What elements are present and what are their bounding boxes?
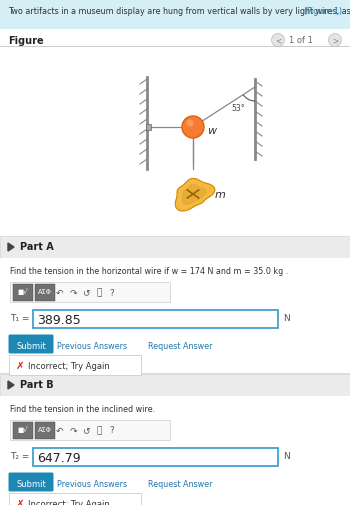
Text: Request Answer: Request Answer xyxy=(148,479,212,488)
Text: T₁ =: T₁ = xyxy=(10,314,29,322)
Text: 1 of 1: 1 of 1 xyxy=(289,36,313,45)
Text: ?: ? xyxy=(110,426,114,435)
Text: w: w xyxy=(207,126,216,136)
Text: Part A: Part A xyxy=(20,241,54,251)
Text: Incorrect; Try Again: Incorrect; Try Again xyxy=(28,361,110,370)
Text: AΣΦ: AΣΦ xyxy=(37,288,51,294)
Circle shape xyxy=(329,34,342,47)
Text: N: N xyxy=(283,451,290,460)
Text: Two artifacts in a museum display are hung from vertical walls by very light wir: Two artifacts in a museum display are hu… xyxy=(8,7,350,16)
Text: m: m xyxy=(215,189,226,199)
Polygon shape xyxy=(8,243,14,251)
Text: ✗: ✗ xyxy=(16,360,25,370)
FancyBboxPatch shape xyxy=(35,422,55,439)
FancyBboxPatch shape xyxy=(146,125,151,131)
Text: Find the tension in the inclined wire.: Find the tension in the inclined wire. xyxy=(10,404,155,413)
Text: ↶: ↶ xyxy=(56,288,64,297)
FancyBboxPatch shape xyxy=(33,448,278,466)
Text: ↷: ↷ xyxy=(69,426,77,435)
FancyBboxPatch shape xyxy=(10,282,170,302)
Text: Request Answer: Request Answer xyxy=(148,341,212,350)
Text: ?: ? xyxy=(110,288,114,297)
Text: AΣΦ: AΣΦ xyxy=(37,426,51,432)
FancyBboxPatch shape xyxy=(13,284,33,301)
FancyBboxPatch shape xyxy=(33,311,278,328)
Text: T₂ =: T₂ = xyxy=(10,451,29,460)
FancyBboxPatch shape xyxy=(0,0,350,30)
Text: Submit: Submit xyxy=(16,341,46,350)
Polygon shape xyxy=(175,179,215,212)
Polygon shape xyxy=(182,185,206,205)
Text: Find the tension in the horizontal wire if w = 174 N and m = 35.0 kg .: Find the tension in the horizontal wire … xyxy=(10,267,288,275)
Text: ↺: ↺ xyxy=(82,288,90,297)
Circle shape xyxy=(182,117,204,139)
FancyBboxPatch shape xyxy=(8,335,54,354)
FancyBboxPatch shape xyxy=(9,493,141,505)
Text: N: N xyxy=(283,314,290,322)
Text: ↺: ↺ xyxy=(82,426,90,435)
FancyBboxPatch shape xyxy=(0,259,350,373)
Text: Incorrect; Try Again: Incorrect; Try Again xyxy=(28,499,110,505)
Text: ⬜: ⬜ xyxy=(96,426,102,435)
Text: ■√: ■√ xyxy=(17,288,28,295)
FancyBboxPatch shape xyxy=(35,284,55,301)
Text: <: < xyxy=(275,36,281,45)
Circle shape xyxy=(272,34,285,47)
Text: Submit: Submit xyxy=(16,479,46,488)
Text: >: > xyxy=(332,36,338,45)
Text: ↶: ↶ xyxy=(56,426,64,435)
Text: 647.79: 647.79 xyxy=(37,451,80,464)
Text: (Figure 1): (Figure 1) xyxy=(304,7,342,16)
Text: ■√: ■√ xyxy=(17,426,28,433)
Text: ↷: ↷ xyxy=(69,288,77,297)
Text: 389.85: 389.85 xyxy=(37,314,81,326)
FancyBboxPatch shape xyxy=(13,422,33,439)
Polygon shape xyxy=(8,381,14,389)
FancyBboxPatch shape xyxy=(10,420,170,440)
Text: ⬜: ⬜ xyxy=(96,288,102,297)
Text: Previous Answers: Previous Answers xyxy=(57,479,127,488)
FancyBboxPatch shape xyxy=(0,396,350,505)
Text: Figure: Figure xyxy=(8,36,44,46)
Text: ✗: ✗ xyxy=(16,498,25,505)
FancyBboxPatch shape xyxy=(9,356,141,375)
FancyBboxPatch shape xyxy=(0,236,350,259)
Text: 53°: 53° xyxy=(231,104,245,113)
FancyBboxPatch shape xyxy=(0,374,350,396)
Circle shape xyxy=(187,120,194,127)
Text: Part B: Part B xyxy=(20,379,54,389)
Text: Previous Answers: Previous Answers xyxy=(57,341,127,350)
FancyBboxPatch shape xyxy=(8,473,54,491)
